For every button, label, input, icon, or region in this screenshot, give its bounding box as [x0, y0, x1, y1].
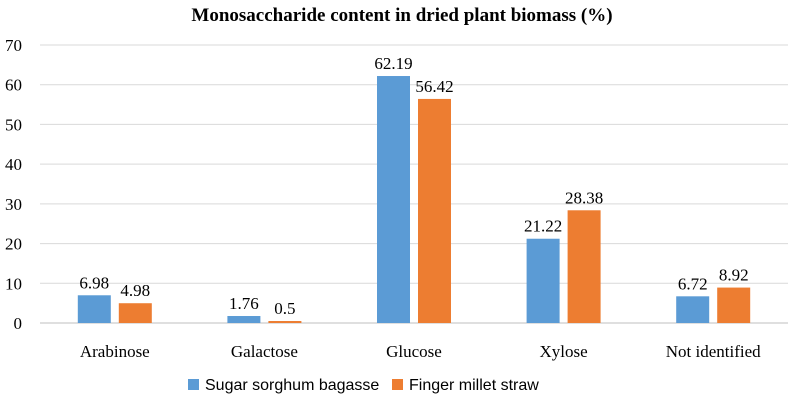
y-tick-label: 30 [5, 195, 22, 214]
legend-label: Sugar sorghum bagasse [205, 377, 379, 394]
bar-sugar-sorghum-bagasse [526, 238, 560, 323]
data-label: 6.72 [678, 274, 708, 293]
y-tick-label: 20 [5, 235, 22, 254]
data-label: 1.76 [229, 294, 259, 313]
category-label: Arabinose [80, 342, 150, 361]
data-label: 21.22 [524, 217, 562, 236]
data-label: 56.42 [415, 77, 453, 96]
bar-sugar-sorghum-bagasse [676, 296, 710, 323]
category-label: Glucose [386, 342, 442, 361]
category-label: Not identified [666, 342, 761, 361]
x-axis-categories: Arabinose Galactose Glucose Xylose Not ident… [80, 342, 761, 361]
y-tick-label: 40 [5, 155, 22, 174]
legend-label: Finger millet straw [409, 377, 539, 394]
data-label: 6.98 [79, 273, 109, 292]
y-tick-label: 0 [14, 314, 23, 333]
y-axis-ticks: 0 10 20 30 40 50 60 70 [5, 36, 22, 333]
data-label: 4.98 [120, 281, 150, 300]
bar-finger-millet-straw [717, 287, 751, 323]
data-label: 28.38 [565, 188, 603, 207]
bar-sugar-sorghum-bagasse [377, 76, 410, 324]
y-tick-label: 10 [5, 274, 22, 293]
gridlines [40, 44, 788, 324]
bar-finger-millet-straw [418, 98, 451, 323]
bars [77, 76, 751, 324]
y-tick-label: 60 [5, 76, 22, 95]
legend: Sugar sorghum bagasse Finger millet straw [188, 377, 539, 394]
data-label: 8.92 [719, 266, 749, 285]
data-label: 62.19 [374, 54, 412, 73]
bar-finger-millet-straw [268, 321, 302, 323]
legend-swatch [392, 379, 403, 390]
bar-sugar-sorghum-bagasse [227, 316, 261, 323]
y-tick-label: 70 [5, 36, 22, 55]
chart-title: Monosaccharide content in dried plant bi… [191, 5, 612, 26]
bar-sugar-sorghum-bagasse [77, 295, 111, 323]
y-tick-label: 50 [5, 115, 22, 134]
data-label: 0.5 [274, 299, 295, 318]
bar-finger-millet-straw [567, 210, 601, 323]
legend-swatch [188, 379, 199, 390]
bar-finger-millet-straw [118, 303, 152, 323]
category-label: Galactose [231, 342, 298, 361]
category-label: Xylose [540, 342, 588, 361]
